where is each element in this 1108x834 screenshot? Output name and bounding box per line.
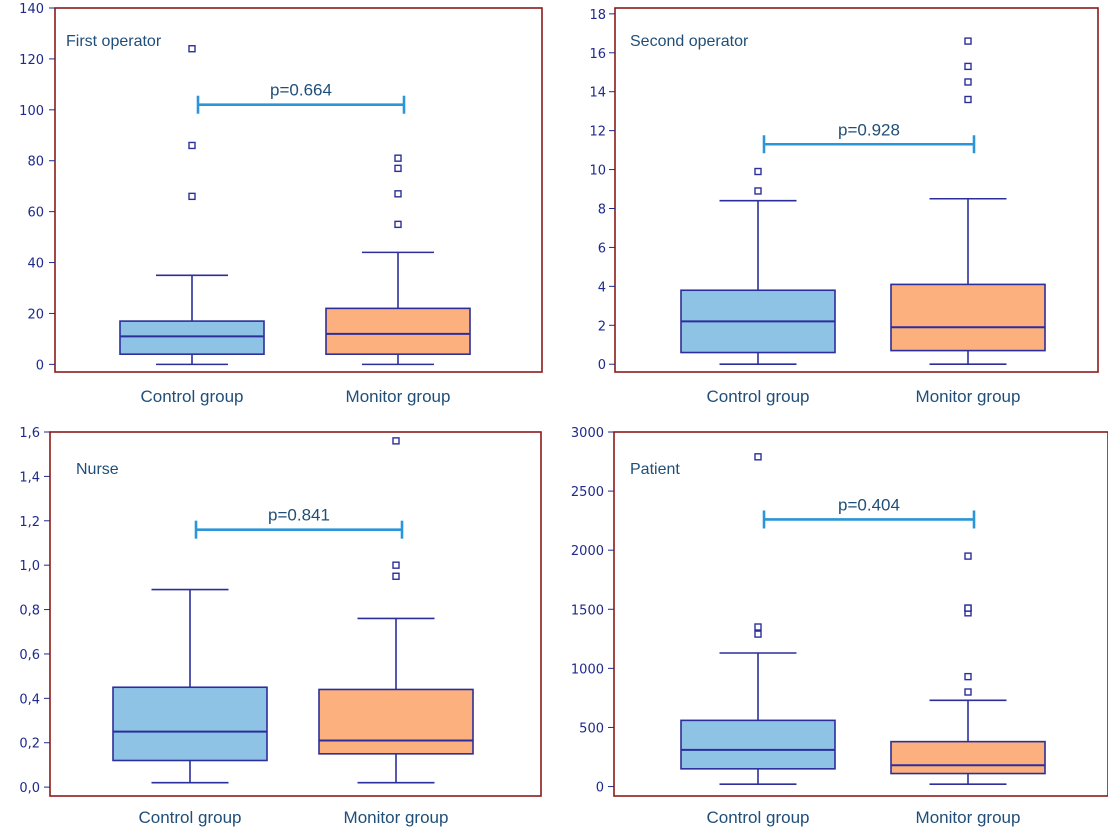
first-operator-ytick-label: 60: [27, 206, 44, 221]
patient-monitor-outlier-point: [964, 604, 972, 612]
nurse-ytick-label: 1,0: [19, 559, 40, 574]
second-operator-control-category-label: Control group: [706, 387, 809, 406]
nurse-monitor-category-label: Monitor group: [344, 808, 449, 827]
patient-control-outlier-point: [754, 630, 762, 638]
first-operator-ytick-label: 140: [19, 2, 44, 17]
patient-ytick-label: 0: [596, 781, 604, 796]
second-operator-monitor-category-label: Monitor group: [916, 387, 1021, 406]
first-operator-pvalue-label: p=0.664: [270, 81, 332, 100]
patient-panel-title: Patient: [630, 461, 680, 478]
nurse-ytick-label: 1,6: [19, 426, 40, 441]
nurse-monitor-outlier-point: [392, 437, 400, 445]
nurse-plot-frame: [49, 431, 542, 797]
first-operator-monitor-outlier-point: [394, 164, 402, 173]
first-operator-ytick-label: 100: [19, 104, 44, 119]
patient-control-box: [680, 719, 836, 770]
second-operator-plot-frame: [614, 7, 1099, 373]
second-operator-ytick-label: 0: [598, 358, 606, 373]
second-operator-ytick-label: 4: [598, 280, 606, 295]
nurse-ytick-label: 0,4: [19, 692, 40, 707]
second-operator-ytick-label: 14: [589, 86, 606, 101]
nurse-pvalue-label: p=0.841: [268, 506, 330, 525]
nurse-ytick-label: 0,8: [19, 604, 40, 619]
nurse-monitor-outlier-point: [392, 572, 400, 580]
second-operator-ytick-label: 18: [589, 8, 606, 23]
nurse-ytick-label: 0,0: [19, 781, 40, 796]
nurse-monitor-outlier-point: [392, 561, 400, 569]
patient-pvalue-label: p=0.404: [838, 495, 900, 514]
patient-ytick-label: 1500: [571, 603, 604, 618]
second-operator-control-outlier-point: [754, 187, 762, 195]
patient-ytick-label: 3000: [571, 426, 604, 441]
patient-monitor-category-label: Monitor group: [916, 808, 1021, 827]
first-operator-panel-title: First operator: [66, 33, 162, 50]
patient-ytick-label: 2000: [571, 544, 604, 559]
first-operator-control-box: [119, 320, 265, 355]
second-operator-ytick-label: 2: [598, 319, 606, 334]
nurse-ytick-label: 1,4: [19, 470, 40, 485]
patient-monitor-box: [890, 740, 1046, 775]
second-operator-control-outlier-point: [754, 167, 762, 176]
first-operator-plot-frame: [54, 7, 543, 373]
nurse-control-category-label: Control group: [138, 808, 241, 827]
nurse-panel-title: Nurse: [76, 461, 119, 478]
nurse-monitor-box: [318, 688, 474, 755]
second-operator-monitor-outlier-point: [964, 78, 972, 86]
second-operator-ytick-label: 12: [589, 125, 606, 140]
patient-control-outlier-point: [754, 453, 762, 461]
patient-control-outlier-point: [754, 623, 762, 631]
second-operator-ytick-label: 10: [589, 164, 606, 179]
first-operator-ytick-label: 0: [36, 358, 44, 373]
patient-control-category-label: Control group: [706, 808, 809, 827]
first-operator-control-outlier-point: [188, 141, 196, 150]
second-operator-ytick-label: 16: [589, 47, 606, 62]
first-operator-monitor-box: [325, 307, 471, 355]
first-operator-ytick-label: 40: [27, 257, 44, 272]
first-operator-monitor-outlier-point: [394, 154, 402, 162]
first-operator-ytick-label: 120: [19, 53, 44, 68]
first-operator-monitor-category-label: Monitor group: [346, 387, 451, 406]
patient-ytick-label: 2500: [571, 485, 604, 500]
first-operator-ytick-label: 20: [27, 307, 44, 322]
first-operator-control-outlier-point: [188, 45, 196, 53]
patient-ytick-label: 500: [579, 721, 604, 736]
second-operator-monitor-outlier-point: [964, 37, 972, 45]
patient-monitor-outlier-point: [964, 672, 972, 681]
second-operator-panel-title: Second operator: [630, 33, 749, 50]
nurse-control-box: [112, 686, 268, 762]
first-operator-monitor-outlier-point: [394, 220, 402, 229]
nurse-ytick-label: 0,6: [19, 648, 40, 663]
second-operator-monitor-outlier-point: [964, 95, 972, 104]
first-operator-ytick-label: 80: [27, 155, 44, 170]
second-operator-monitor-box: [890, 283, 1046, 352]
patient-monitor-outlier-point: [964, 688, 972, 696]
nurse-ytick-label: 0,2: [19, 737, 40, 752]
second-operator-ytick-label: 8: [598, 202, 606, 217]
patient-plot-frame: [613, 431, 1108, 797]
first-operator-monitor-outlier-point: [394, 190, 402, 198]
second-operator-monitor-outlier-point: [964, 62, 972, 71]
second-operator-pvalue-label: p=0.928: [838, 120, 900, 139]
patient-ytick-label: 1000: [571, 662, 604, 677]
first-operator-control-outlier-point: [188, 192, 196, 201]
nurse-ytick-label: 1,2: [19, 515, 40, 530]
patient-monitor-outlier-point: [964, 552, 972, 560]
first-operator-control-category-label: Control group: [140, 387, 243, 406]
second-operator-ytick-label: 6: [598, 241, 606, 256]
